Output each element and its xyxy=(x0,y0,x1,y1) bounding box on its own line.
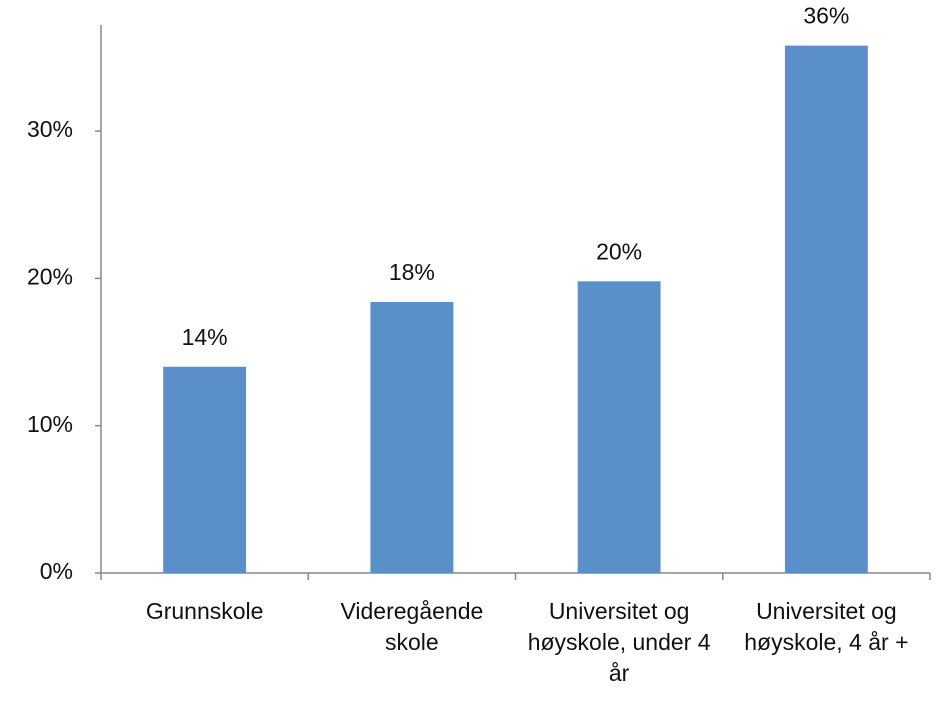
y-tick-label: 0% xyxy=(40,558,73,584)
bar xyxy=(370,301,454,573)
bar xyxy=(577,281,661,573)
x-tick-label: Universitet og høyskole, 4 år + xyxy=(744,598,909,655)
value-label: 20% xyxy=(596,238,642,264)
y-tick-label: 20% xyxy=(27,263,73,289)
x-tick-label: Videregående skole xyxy=(340,598,484,655)
value-label: 14% xyxy=(182,324,228,350)
y-tick-label: 30% xyxy=(27,116,73,142)
y-tick-label: 10% xyxy=(27,411,73,437)
bar xyxy=(163,366,247,573)
bar xyxy=(784,45,868,573)
x-tick-label: Grunnskole xyxy=(145,598,264,624)
value-label: 18% xyxy=(389,259,435,285)
x-tick-label: Universitet og høyskole, under 4 år xyxy=(527,598,711,686)
value-label: 36% xyxy=(803,3,849,29)
